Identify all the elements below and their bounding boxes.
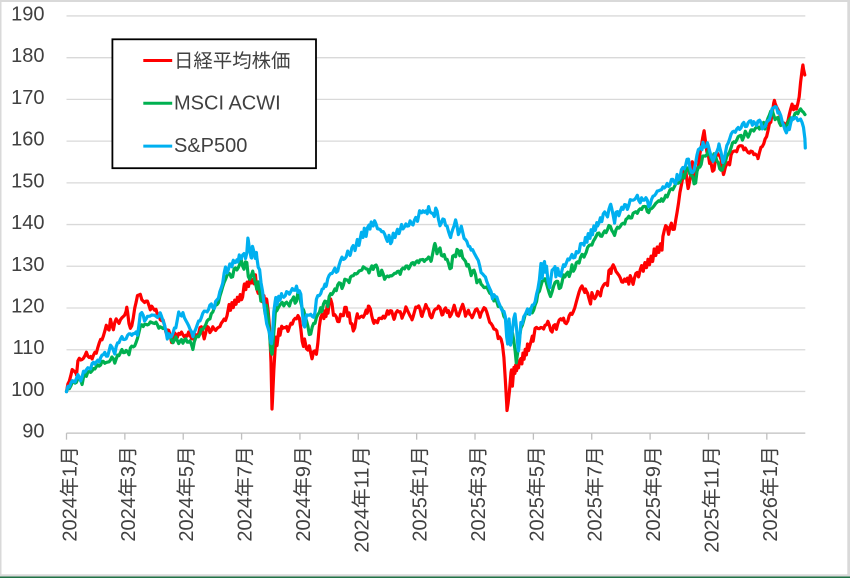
svg-text:1: 1 [760, 466, 782, 477]
svg-text:2025: 2025 [643, 497, 665, 542]
svg-text:9: 9 [643, 466, 665, 477]
svg-text:2025: 2025 [410, 497, 432, 542]
svg-text:130: 130 [11, 254, 44, 276]
svg-text:170: 170 [11, 87, 44, 109]
svg-text:2025: 2025 [585, 497, 607, 542]
svg-text:180: 180 [11, 45, 44, 67]
svg-text:S&P500: S&P500 [174, 135, 247, 157]
svg-text:140: 140 [11, 212, 44, 234]
svg-text:3: 3 [118, 466, 140, 477]
svg-text:2026: 2026 [760, 497, 782, 542]
svg-text:2024: 2024 [176, 497, 198, 542]
svg-text:2025: 2025 [468, 497, 490, 542]
svg-text:3: 3 [468, 466, 490, 477]
svg-text:2025: 2025 [701, 508, 723, 553]
svg-text:150: 150 [11, 170, 44, 192]
svg-text:120: 120 [11, 296, 44, 318]
svg-text:110: 110 [13, 337, 45, 359]
svg-text:1: 1 [60, 466, 82, 477]
svg-text:2024: 2024 [293, 497, 315, 542]
svg-text:11: 11 [351, 467, 373, 488]
svg-text:2024: 2024 [60, 497, 82, 542]
svg-text:2024: 2024 [351, 508, 373, 553]
svg-text:90: 90 [22, 421, 44, 443]
svg-text:7: 7 [585, 466, 607, 477]
svg-text:5: 5 [176, 466, 198, 477]
svg-text:160: 160 [11, 129, 44, 151]
svg-text:MSCI ACWI: MSCI ACWI [174, 92, 281, 114]
svg-text:2025: 2025 [526, 497, 548, 542]
svg-text:5: 5 [526, 466, 548, 477]
svg-text:11: 11 [701, 467, 723, 488]
svg-text:100: 100 [11, 379, 44, 401]
svg-text:9: 9 [293, 466, 315, 477]
svg-text:2024: 2024 [118, 497, 140, 542]
svg-text:2024: 2024 [235, 497, 257, 542]
svg-text:1: 1 [410, 466, 432, 477]
svg-text:190: 190 [11, 3, 44, 25]
svg-text:7: 7 [235, 466, 257, 477]
